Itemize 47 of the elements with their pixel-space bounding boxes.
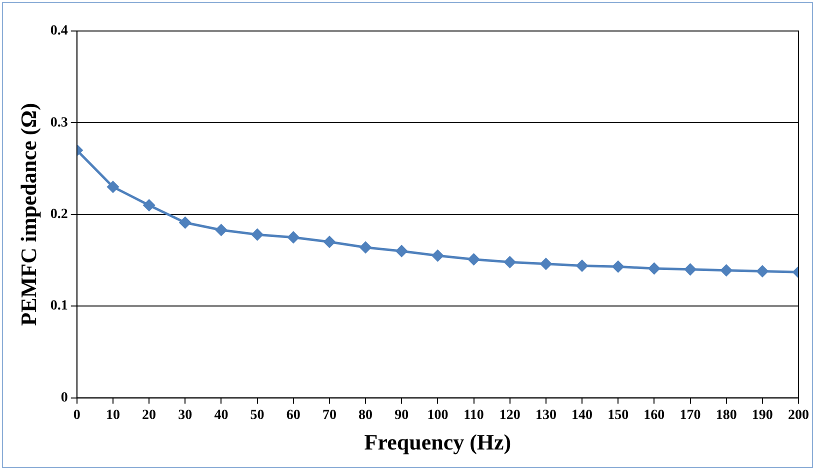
point <box>432 250 444 262</box>
y-tick-label: 0.3 <box>50 115 68 130</box>
point <box>540 258 552 270</box>
point <box>648 262 660 274</box>
y-tick-label: 0.2 <box>50 207 68 222</box>
x-tick-label: 0 <box>73 408 80 423</box>
x-tick-label: 100 <box>427 408 448 423</box>
x-axis-title: Frequency (Hz) <box>364 429 512 454</box>
x-tick-label: 150 <box>608 408 629 423</box>
point <box>612 260 624 272</box>
x-tick-label: 160 <box>644 408 665 423</box>
point <box>504 256 516 268</box>
x-tick-label: 70 <box>322 408 336 423</box>
y-tick-label: 0.4 <box>50 24 68 39</box>
point <box>576 260 588 272</box>
point <box>215 224 227 236</box>
x-tick-label: 130 <box>535 408 556 423</box>
point <box>684 264 696 276</box>
x-tick-label: 180 <box>716 408 737 423</box>
x-tick-label: 110 <box>464 408 484 423</box>
x-tick-label: 30 <box>178 408 192 423</box>
x-tick-label: 200 <box>788 408 809 423</box>
x-tick-label: 60 <box>286 408 300 423</box>
point <box>468 254 480 266</box>
point <box>179 216 191 228</box>
x-tick-label: 140 <box>572 408 593 423</box>
point <box>252 228 264 240</box>
x-tick-label: 90 <box>394 408 409 423</box>
point <box>756 266 768 278</box>
y-tick-label: 0 <box>60 390 68 406</box>
x-tick-label: 50 <box>250 408 264 423</box>
x-tick-label: 120 <box>499 408 520 423</box>
x-tick-label: 40 <box>214 408 228 423</box>
x-tick-label: 80 <box>358 408 373 423</box>
y-axis-title: PEMFC impedance (Ω) <box>16 102 41 326</box>
point <box>324 236 336 248</box>
point <box>360 242 372 254</box>
y-tick-label: 0.1 <box>50 298 68 314</box>
x-tick-label: 10 <box>106 408 120 423</box>
point <box>143 199 155 211</box>
x-tick-label: 190 <box>752 408 773 423</box>
point <box>720 264 732 276</box>
x-tick-label: 20 <box>142 408 156 423</box>
point <box>107 181 119 193</box>
point <box>396 245 408 257</box>
point <box>288 232 300 244</box>
x-tick-label: 170 <box>680 408 701 423</box>
